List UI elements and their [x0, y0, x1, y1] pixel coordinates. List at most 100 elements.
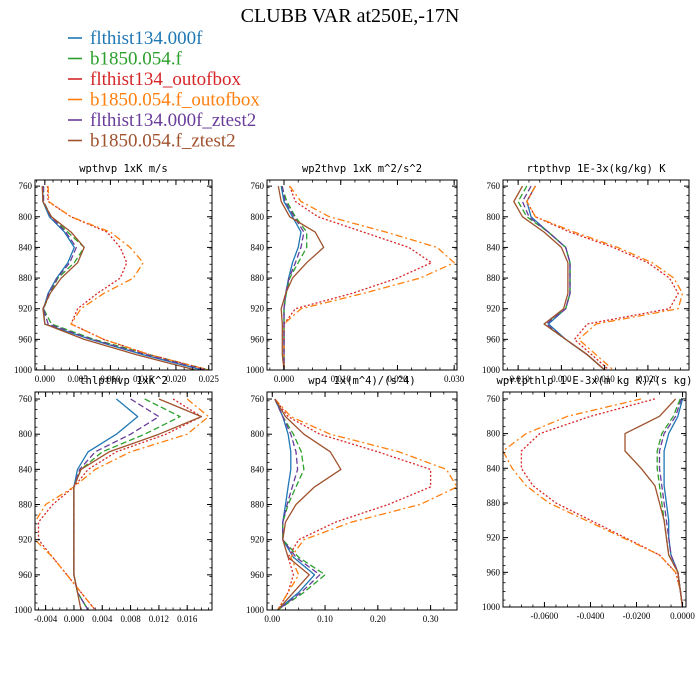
panels: wpthvp 1xK m/s76080084088092096010000.00…	[14, 163, 695, 624]
y-tick-label: 760	[19, 181, 33, 191]
y-tick-label: 880	[19, 273, 33, 283]
panel-2: wp2thvp 1xK m^2/s^2 760 800 840 880 920 960 100…	[246, 163, 465, 384]
series-group	[277, 185, 455, 370]
panel-title: wprtpthlp 1-E-3x(m kg K)/(s kg)	[497, 375, 693, 387]
x-tick-label: 0.000	[274, 374, 295, 384]
y-tick-label: 920	[19, 535, 33, 545]
y-tick-label: 760	[251, 181, 265, 191]
plot-frame	[502, 391, 687, 608]
legend: flthist134.000fb1850.054.fflthist134_out…	[68, 28, 260, 152]
series-line	[73, 398, 181, 610]
series-group	[35, 398, 210, 610]
x-tick-label: 0.000	[35, 374, 56, 384]
panel-title: wpthvp 1xK m/s	[79, 163, 168, 175]
x-tick-label: 0.020	[166, 374, 187, 384]
series-line	[283, 185, 455, 370]
plot-frame	[266, 391, 458, 611]
series-line	[274, 398, 326, 610]
x-tick-label: 0.020	[387, 374, 408, 384]
series-line	[521, 185, 606, 370]
panel-title: wp4 1x(m^4)/(s^4)	[308, 375, 415, 387]
series-line	[281, 185, 305, 370]
series-line	[41, 186, 196, 370]
x-tick-label: 0.20	[370, 614, 386, 624]
figure-title: CLUBB VAR at250E,-17N	[241, 5, 460, 27]
y-tick-label: 920	[251, 304, 265, 314]
series-line	[663, 398, 684, 607]
x-tick-label: 0.010	[100, 374, 121, 384]
panel-1: wpthvp 1xK m/s76080084088092096010000.00…	[14, 163, 219, 384]
panel-4: thlpthvp 1xK^2 760 800 840 880 920 960 1000-0.0…	[14, 375, 213, 624]
y-tick-label: 920	[487, 304, 501, 314]
series-group	[503, 398, 684, 607]
y-tick-label: 1000	[14, 365, 33, 375]
y-tick-label: 960	[19, 570, 33, 580]
x-tick-label: 0.000	[64, 614, 85, 624]
y-tick-label: 880	[487, 273, 501, 283]
y-tick-label: 800	[487, 212, 501, 222]
series-line	[274, 398, 316, 610]
y-tick-label: 880	[487, 498, 501, 508]
legend-label: b1850.054.f_outofbox	[90, 90, 260, 111]
series-line	[42, 186, 209, 370]
y-tick-label: 760	[487, 181, 501, 191]
y-tick-label: 1000	[482, 602, 501, 612]
series-line	[513, 185, 606, 370]
series-line	[274, 398, 321, 610]
x-tick-label: -0.0600	[531, 611, 559, 621]
series-line	[503, 398, 684, 607]
series-line	[274, 398, 457, 610]
panel-title: rtpthvp 1E-3x(kg/kg) K	[526, 163, 666, 175]
x-tick-label: 0.025	[199, 374, 220, 384]
panel-title: wp2thvp 1xK m^2/s^2	[302, 163, 422, 175]
series-group	[41, 186, 209, 370]
panel-title: thlpthvp 1xK^2	[79, 375, 168, 387]
plot-frame	[502, 179, 690, 371]
x-tick-label: 0.10	[317, 614, 333, 624]
x-tick-label: 0.005	[67, 374, 88, 384]
x-tick-label: 0.004	[92, 614, 113, 624]
x-tick-label: 0.010	[595, 374, 616, 384]
x-tick-label: 0.016	[177, 614, 198, 624]
y-tick-label: 760	[251, 394, 265, 404]
legend-label: b1850.054.f	[90, 49, 183, 70]
y-tick-label: 840	[251, 464, 265, 474]
y-tick-label: 800	[251, 212, 265, 222]
panel-6: wprtpthlp 1-E-3x(m kg K)/(s kg) 760 800 840…	[482, 375, 695, 621]
y-tick-label: 840	[487, 242, 501, 252]
legend-label: flthist134_outofbox	[90, 69, 241, 90]
series-line	[42, 186, 206, 370]
x-tick-label: -0.004	[34, 614, 58, 624]
x-tick-label: 0.030	[444, 374, 465, 384]
y-tick-label: 1000	[482, 365, 501, 375]
y-tick-label: 960	[19, 334, 33, 344]
series-line	[274, 398, 432, 610]
y-tick-label: 1000	[246, 365, 265, 375]
series-line	[274, 398, 342, 610]
y-tick-label: 840	[251, 242, 265, 252]
y-tick-label: 960	[487, 334, 501, 344]
series-line	[283, 185, 433, 370]
y-tick-label: 800	[19, 429, 33, 439]
plot-frame	[266, 179, 458, 371]
y-tick-label: 960	[487, 567, 501, 577]
x-tick-label: 0.00	[264, 614, 280, 624]
series-line	[520, 398, 684, 607]
x-tick-label: 0.012	[149, 614, 169, 624]
series-line	[73, 398, 203, 610]
legend-label: b1850.054.f_ztest2	[90, 131, 236, 152]
series-line	[46, 186, 209, 370]
x-tick-label: -0.010	[507, 374, 531, 384]
plot-frame	[34, 179, 213, 371]
y-tick-label: 840	[19, 464, 33, 474]
y-tick-label: 960	[251, 334, 265, 344]
x-tick-label: 0.0000	[670, 611, 695, 621]
x-tick-label: 0.30	[423, 614, 439, 624]
x-tick-label: 0.008	[120, 614, 141, 624]
y-tick-label: 880	[251, 273, 265, 283]
series-group	[513, 185, 684, 370]
y-tick-label: 840	[487, 463, 501, 473]
panel-5: wp4 1x(m^4)/(s^4)76080084088092096010000…	[246, 375, 458, 624]
y-tick-label: 880	[251, 500, 265, 510]
